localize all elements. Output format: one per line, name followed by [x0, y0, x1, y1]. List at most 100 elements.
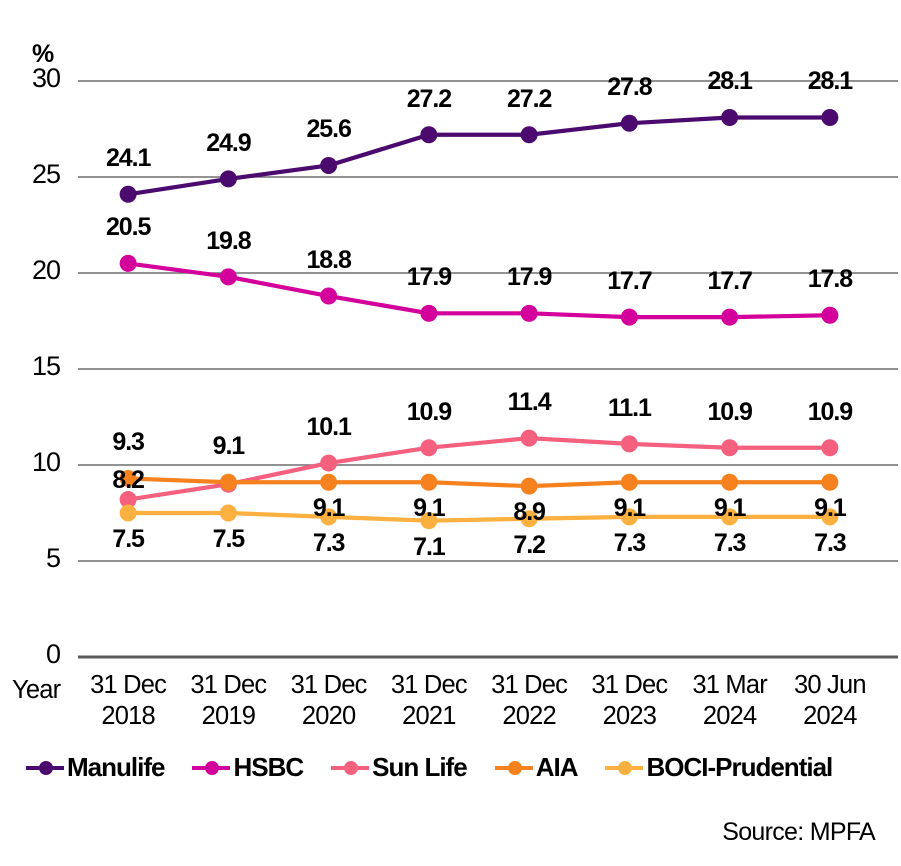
data-point-boci-prudential-4[interactable]	[520, 510, 538, 528]
data-point-hsbc-0[interactable]	[119, 254, 137, 272]
x-axis-tick-2-line-0: 31 Dec	[290, 671, 368, 699]
x-axis-tick-6-line-0: 31 Mar	[692, 671, 767, 699]
data-point-aia-2[interactable]	[320, 473, 338, 491]
data-label-sun-life-7: 10.9	[807, 397, 853, 426]
x-axis-tick-5-line-0: 31 Dec	[591, 671, 668, 699]
data-point-boci-prudential-2[interactable]	[320, 508, 338, 526]
data-point-hsbc-4[interactable]	[520, 304, 538, 322]
data-point-manulife-5[interactable]	[620, 114, 638, 132]
data-label-sun-life-5: 11.1	[607, 393, 652, 422]
data-label-hsbc-6: 17.7	[707, 267, 752, 296]
legend-marker-icon	[26, 757, 64, 779]
data-label-manulife-6: 28.1	[707, 67, 752, 96]
data-point-sun-life-5[interactable]	[620, 435, 638, 453]
data-point-aia-0[interactable]	[119, 469, 137, 487]
data-point-manulife-4[interactable]	[520, 126, 538, 144]
y-axis-tick-10: 10	[31, 447, 61, 477]
y-axis-tick-20: 20	[31, 255, 61, 285]
legend-item-boci-prudential[interactable]: BOCI-Prudential	[605, 752, 833, 783]
data-point-aia-5[interactable]	[620, 473, 638, 491]
series-line-boci-prudential	[126, 510, 832, 523]
x-axis-tick-5: 31 Dec 2023	[579, 670, 679, 732]
data-label-sun-life-2: 10.1	[306, 413, 351, 442]
x-axis-tick-2: 31 Dec 2020	[279, 670, 379, 732]
x-axis-tick-4-line-0: 31 Dec	[491, 671, 568, 699]
y-axis-tick-30: 30	[31, 63, 61, 93]
data-point-boci-prudential-6[interactable]	[721, 508, 739, 526]
data-label-hsbc-0: 20.5	[105, 213, 151, 242]
data-label-boci-prudential-2: 7.3	[312, 528, 346, 557]
data-point-manulife-7[interactable]	[821, 108, 839, 126]
data-point-boci-prudential-5[interactable]	[620, 508, 638, 526]
data-label-boci-prudential-3: 7.1	[413, 532, 446, 561]
data-point-manulife-6[interactable]	[721, 108, 739, 126]
data-label-boci-prudential-4: 7.2	[513, 530, 546, 559]
legend-marker-icon	[494, 757, 533, 779]
x-axis-tick-7: 30 Jun 2024	[780, 670, 880, 732]
data-point-hsbc-1[interactable]	[219, 268, 237, 286]
legend-item-aia[interactable]: AIA	[494, 752, 578, 783]
legend-item-manulife[interactable]: Manulife	[26, 752, 165, 783]
data-label-boci-prudential-6: 7.3	[713, 528, 747, 557]
data-label-sun-life-3: 10.9	[406, 397, 452, 426]
chart-legend: Manulife HSBC Sun Life AIA BOCI-Prudential	[26, 752, 860, 783]
data-label-manulife-7: 28.1	[807, 67, 853, 96]
data-point-hsbc-7[interactable]	[821, 306, 839, 324]
x-axis-tick-0: 31 Dec 2018	[78, 670, 178, 732]
data-point-manulife-1[interactable]	[219, 170, 237, 188]
x-axis-tick-1-line-0: 31 Dec	[190, 671, 267, 699]
data-point-aia-3[interactable]	[420, 473, 438, 491]
series-line-aia	[126, 476, 832, 489]
x-axis-tick-3: 31 Dec 2021	[379, 670, 479, 732]
data-label-aia-5: 9.1	[613, 494, 647, 523]
data-point-manulife-0[interactable]	[119, 185, 137, 203]
data-label-manulife-3: 27.2	[406, 84, 452, 113]
data-point-hsbc-3[interactable]	[420, 304, 438, 322]
legend-item-sun-life[interactable]: Sun Life	[331, 752, 468, 783]
x-axis-tick-7-line-1: 2024	[803, 702, 857, 730]
data-label-sun-life-6: 10.9	[707, 397, 752, 426]
legend-item-label: BOCI-Prudential	[646, 752, 833, 782]
data-point-boci-prudential-7[interactable]	[821, 508, 839, 526]
x-axis-tick-3-line-1: 2021	[402, 702, 456, 730]
data-point-hsbc-6[interactable]	[721, 308, 739, 326]
data-label-aia-6: 9.1	[713, 494, 747, 523]
data-point-boci-prudential-3[interactable]	[420, 512, 438, 530]
data-point-boci-prudential-1[interactable]	[219, 504, 237, 522]
data-point-aia-6[interactable]	[721, 473, 739, 491]
data-point-sun-life-4[interactable]	[520, 429, 538, 447]
y-axis-tick-25: 25	[31, 159, 61, 189]
data-label-boci-prudential-0: 7.5	[112, 525, 145, 553]
data-label-boci-prudential-7: 7.3	[814, 528, 847, 557]
source-note: Source: MPFA	[722, 818, 875, 846]
data-label-hsbc-1: 19.8	[206, 226, 251, 255]
legend-item-hsbc[interactable]: HSBC	[192, 752, 304, 783]
data-label-manulife-1: 24.9	[206, 128, 251, 157]
data-point-aia-7[interactable]	[821, 473, 839, 491]
data-point-boci-prudential-0[interactable]	[119, 504, 137, 522]
legend-item-label: HSBC	[233, 752, 304, 782]
data-point-manulife-3[interactable]	[420, 126, 438, 144]
y-axis-tick-0: 0	[45, 639, 61, 669]
data-point-hsbc-5[interactable]	[620, 308, 638, 326]
x-axis-tick-4: 31 Dec 2022	[479, 670, 579, 732]
data-label-hsbc-4: 17.9	[506, 263, 552, 292]
data-label-manulife-4: 27.2	[506, 84, 552, 113]
data-point-sun-life-3[interactable]	[420, 439, 438, 457]
data-label-aia-2: 9.1	[312, 494, 346, 523]
data-label-aia-7: 9.1	[814, 494, 847, 523]
data-point-aia-4[interactable]	[520, 477, 538, 495]
legend-marker-icon	[331, 757, 370, 779]
data-point-hsbc-2[interactable]	[320, 287, 338, 305]
data-label-hsbc-3: 17.9	[406, 263, 452, 292]
data-point-manulife-2[interactable]	[320, 156, 338, 174]
data-point-sun-life-6[interactable]	[721, 439, 739, 457]
data-point-sun-life-2[interactable]	[320, 454, 338, 472]
data-point-sun-life-7[interactable]	[821, 439, 839, 457]
data-label-hsbc-7: 17.8	[807, 265, 853, 294]
data-point-sun-life-0[interactable]	[119, 491, 137, 509]
data-point-aia-1[interactable]	[219, 473, 237, 491]
data-label-sun-life-1: 9.1	[212, 432, 246, 461]
